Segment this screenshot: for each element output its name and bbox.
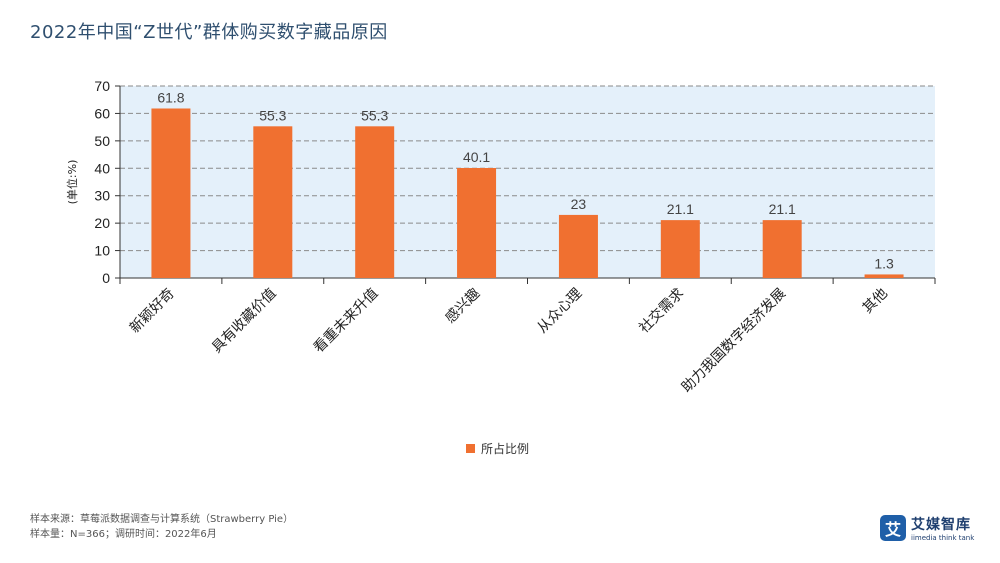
logo-mark-icon: 艾	[880, 515, 906, 541]
footer-notes: 样本来源：草莓派数据调查与计算系统（Strawberry Pie） 样本量：N=…	[30, 512, 293, 542]
y-tick-label: 20	[94, 215, 110, 231]
legend-swatch	[466, 444, 475, 453]
x-tick-label: 新颖好奇	[126, 285, 178, 337]
bar-2	[253, 126, 293, 278]
bar-4	[457, 168, 497, 278]
bar-1	[151, 108, 191, 279]
bar-6	[660, 220, 700, 278]
x-tick-label: 其他	[860, 286, 891, 317]
y-tick-label: 0	[102, 270, 110, 286]
y-axis-label: (单位:%)	[65, 160, 79, 205]
y-tick-label: 50	[94, 133, 110, 149]
y-tick-label: 10	[94, 243, 110, 259]
bar-chart: 0 10 20 30 40 50 60 70 (单位:%) 61.8 新颖好奇 55.3 具有收藏价值 5…	[65, 78, 936, 396]
logo-name: 艾媒智库	[911, 517, 971, 533]
data-label: 40.1	[463, 149, 490, 165]
legend: 所占比例	[466, 440, 529, 457]
x-tick-label: 感兴趣	[442, 285, 484, 327]
bar-8	[864, 274, 904, 278]
data-label: 55.3	[361, 107, 388, 123]
data-label: 55.3	[259, 107, 286, 123]
source-note: 样本来源：草莓派数据调查与计算系统（Strawberry Pie）	[30, 514, 294, 525]
legend-label: 所占比例	[481, 442, 530, 456]
x-tick-label: 具有收藏价值	[209, 286, 280, 357]
brand-logo: 艾 艾媒智库 iimedia think tank	[880, 514, 974, 542]
data-label: 21.1	[769, 201, 796, 217]
y-tick-label: 30	[94, 188, 110, 204]
data-label: 61.8	[157, 89, 184, 105]
x-tick-label: 看重未来升值	[311, 286, 382, 357]
data-label: 23	[571, 196, 587, 212]
data-label: 1.3	[874, 255, 894, 271]
x-tick-label: 助力我国数字经济发展	[679, 286, 789, 396]
sample-note: 样本量：N=366；调研时间：2022年6月	[30, 529, 217, 540]
x-tick-label: 社交需求	[636, 285, 688, 337]
bar-5	[558, 214, 598, 278]
data-label: 21.1	[667, 201, 694, 217]
y-tick-label: 70	[94, 78, 110, 94]
plot-area	[120, 86, 935, 278]
logo-subtitle: iimedia think tank	[911, 534, 975, 542]
y-tick-label: 60	[94, 105, 110, 121]
bar-3	[355, 126, 395, 278]
x-tick-label: 从众心理	[534, 286, 585, 337]
y-tick-label: 40	[94, 160, 110, 176]
chart-title: 2022年中国“Z世代”群体购买数字藏品原因	[30, 22, 388, 43]
bar-7	[762, 220, 802, 278]
